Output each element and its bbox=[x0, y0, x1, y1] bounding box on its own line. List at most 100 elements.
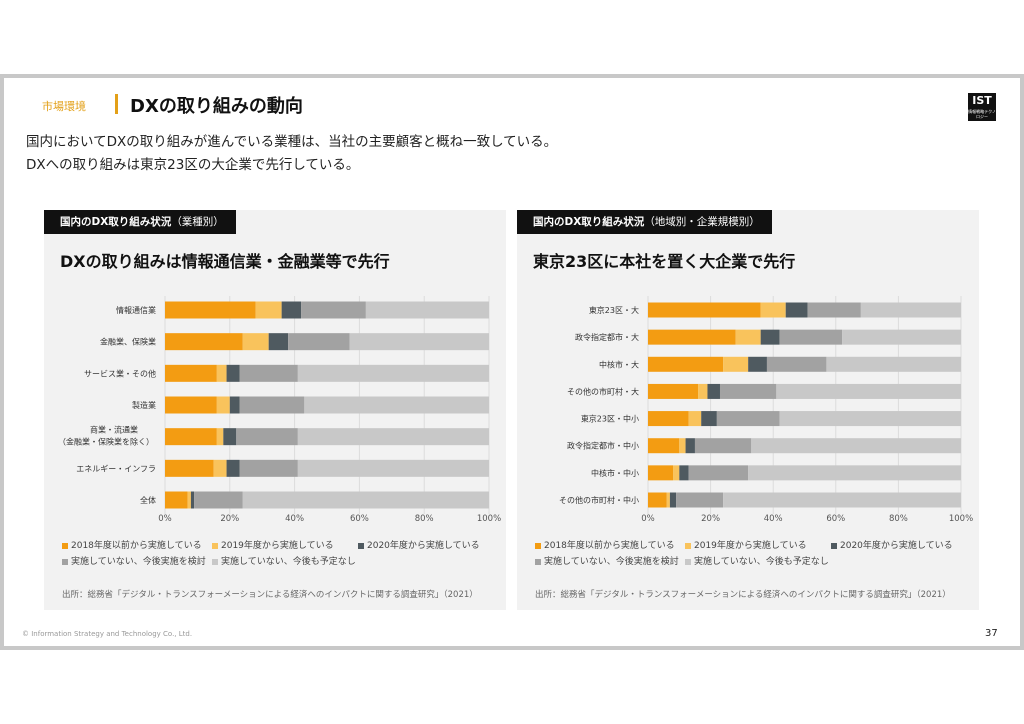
bar-segment bbox=[297, 364, 489, 382]
bar-segment bbox=[688, 465, 749, 481]
page-title: DXの取り組みの動向 bbox=[130, 96, 303, 117]
bar-segment bbox=[707, 383, 720, 399]
legend-swatch bbox=[62, 542, 68, 549]
bar-segment bbox=[297, 428, 489, 446]
bar-segment bbox=[723, 492, 961, 508]
copyright-footer: © Information Strategy and Technology Co… bbox=[22, 630, 193, 638]
legend-swatch bbox=[358, 542, 364, 549]
bar-segment bbox=[648, 465, 674, 481]
legend-label: 2020年度から実施している bbox=[840, 541, 953, 551]
legend-swatch bbox=[212, 558, 218, 565]
bar-segment bbox=[648, 329, 736, 345]
panel-tab-main: 国内のDX取り組み状況 bbox=[60, 216, 172, 228]
x-tick-label: 0% bbox=[641, 514, 655, 524]
category-label: 政令指定都市・大 bbox=[575, 332, 639, 342]
bar-segment bbox=[842, 329, 961, 345]
legend-swatch bbox=[685, 542, 691, 549]
bar-segment bbox=[349, 333, 489, 351]
legend-label: 2018年度以前から実施している bbox=[544, 541, 675, 551]
source-note: 出所：総務省「デジタル・トランスフォーメーションによる経済へのインパクトに関する… bbox=[62, 590, 478, 600]
bar-segment bbox=[236, 428, 298, 446]
bar-segment bbox=[216, 364, 227, 382]
source-note: 出所：総務省「デジタル・トランスフォーメーションによる経済へのインパクトに関する… bbox=[535, 590, 951, 600]
bar-segment bbox=[648, 356, 724, 372]
bar-segment bbox=[785, 302, 808, 318]
x-tick-label: 100% bbox=[949, 514, 973, 524]
bar-segment bbox=[779, 329, 843, 345]
category-label: 情報通信業 bbox=[116, 305, 156, 315]
category-label: 東京23区・中小 bbox=[581, 414, 639, 424]
bar-segment bbox=[165, 491, 188, 509]
page-number: 37 bbox=[985, 628, 998, 639]
legend-label: 2019年度から実施している bbox=[221, 541, 334, 551]
legend-item: 実施していない、今後実施を検討 bbox=[62, 554, 206, 567]
bar-segment bbox=[669, 492, 677, 508]
logo-subtext: 情報戦略テクノロジー bbox=[968, 109, 996, 119]
category-label-line: （金融業・保険業を除く） bbox=[58, 437, 154, 447]
bar-segment bbox=[648, 438, 680, 454]
chart-panel-region: 0% 20% 40% 60% 80% 100% 東京23区・大 政令指定都市・大 中核市・大 その… bbox=[517, 210, 979, 610]
bar-segment bbox=[760, 329, 780, 345]
bar-segment bbox=[194, 491, 243, 509]
bar-segment bbox=[223, 428, 237, 446]
category-label: 政令指定都市・中小 bbox=[567, 441, 639, 451]
logo-text: IST bbox=[972, 94, 992, 107]
bar-segment bbox=[685, 438, 695, 454]
bar-segment bbox=[301, 301, 366, 319]
bar-segment bbox=[239, 396, 305, 414]
x-tick-label: 60% bbox=[350, 514, 369, 524]
bar-segment bbox=[165, 428, 217, 446]
x-tick-label: 40% bbox=[285, 514, 304, 524]
bar-segment bbox=[304, 396, 489, 414]
legend-item: 2019年度から実施している bbox=[685, 538, 807, 551]
bar-segment bbox=[666, 492, 670, 508]
legend-swatch bbox=[685, 558, 691, 565]
category-label: 中核市・大 bbox=[599, 359, 639, 369]
bar-segment bbox=[365, 301, 489, 319]
category-label: 金融業、保険業 bbox=[100, 337, 156, 347]
legend-label: 実施していない、今後実施を検討 bbox=[71, 557, 206, 567]
category-label: サービス業・その他 bbox=[84, 368, 156, 378]
bar-segment bbox=[679, 438, 686, 454]
bar-segment bbox=[242, 491, 489, 509]
legend-item: 実施していない、今後も予定なし bbox=[212, 554, 356, 567]
bar-segment bbox=[676, 492, 724, 508]
category-label: 東京23区・大 bbox=[589, 305, 639, 315]
bar-segment bbox=[779, 411, 961, 427]
category-label: 全体 bbox=[140, 495, 156, 505]
legend-label: 2018年度以前から実施している bbox=[71, 541, 202, 551]
bar-segment bbox=[716, 411, 780, 427]
bar-segment bbox=[165, 333, 243, 351]
x-tick-label: 20% bbox=[220, 514, 239, 524]
bar-segment bbox=[648, 383, 699, 399]
legend-item: 2018年度以前から実施している bbox=[62, 538, 202, 551]
chart-panel-industry: 0% 20% 40% 60% 80% 100% 情報通信業 金融業、保険業 サービス業・その他製… bbox=[44, 210, 506, 610]
bar-segment bbox=[165, 396, 217, 414]
bar-segment bbox=[190, 491, 195, 509]
chart-title: 東京23区に本社を置く大企業で先行 bbox=[533, 252, 796, 271]
bar-segment bbox=[229, 396, 240, 414]
bar-segment bbox=[648, 302, 761, 318]
bar-segment bbox=[297, 459, 489, 477]
x-tick-label: 20% bbox=[701, 514, 720, 524]
title-accent-bar bbox=[115, 94, 118, 114]
bar-segment bbox=[694, 438, 752, 454]
category-label: 中核市・中小 bbox=[591, 468, 639, 478]
lead-text-1: 国内においてDXの取り組みが進んでいる業種は、当社の主要顧客と概ね一致している。 bbox=[26, 134, 558, 150]
bar-segment bbox=[760, 302, 786, 318]
legend-label: 実施していない、今後も予定なし bbox=[221, 557, 356, 567]
x-tick-label: 0% bbox=[158, 514, 172, 524]
x-tick-label: 100% bbox=[477, 514, 501, 524]
bar-segment bbox=[673, 465, 680, 481]
legend-item: 実施していない、今後実施を検討 bbox=[535, 554, 679, 567]
panel-tab: 国内のDX取り組み状況（業種別） bbox=[44, 210, 236, 234]
chart-title: DXの取り組みは情報通信業・金融業等で先行 bbox=[60, 252, 390, 271]
legend-item: 2020年度から実施している bbox=[831, 538, 953, 551]
legend-label: 2019年度から実施している bbox=[694, 541, 807, 551]
bar-segment bbox=[226, 459, 240, 477]
legend-swatch bbox=[535, 558, 541, 565]
panel-tab-main: 国内のDX取り組み状況 bbox=[533, 216, 645, 228]
lead-text-2: DXへの取り組みは東京23区の大企業で先行している。 bbox=[26, 157, 360, 173]
bar-segment bbox=[748, 465, 961, 481]
bar-segment bbox=[748, 356, 767, 372]
